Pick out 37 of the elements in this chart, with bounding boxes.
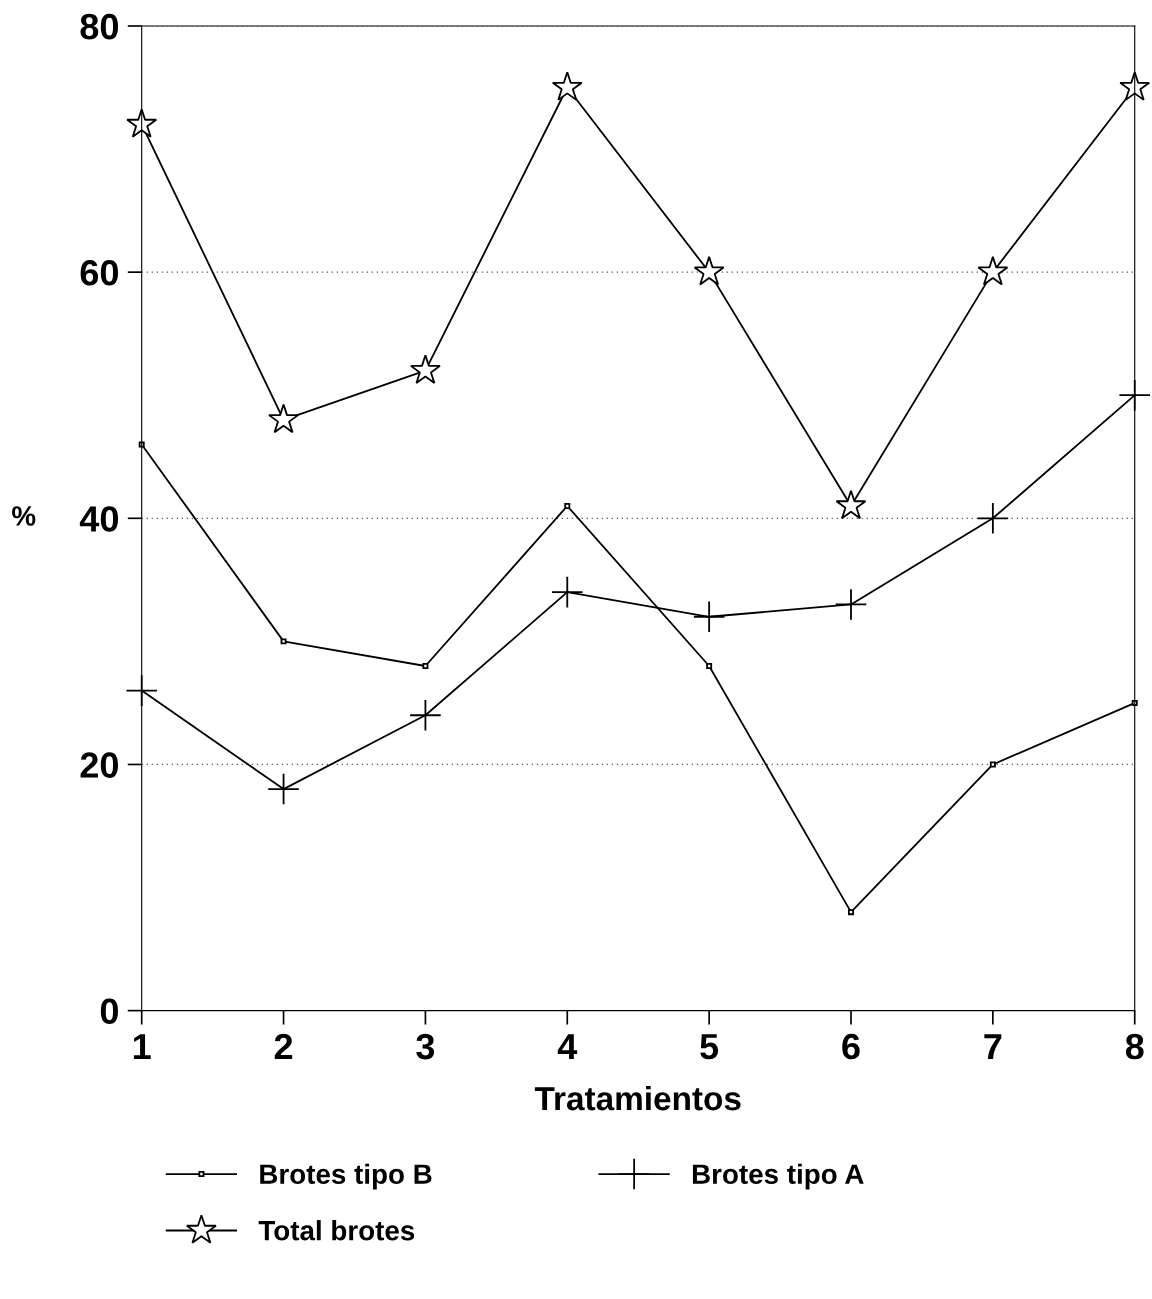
x-tick-label: 6 xyxy=(842,1033,860,1060)
point xyxy=(706,663,713,669)
point xyxy=(564,503,571,509)
point xyxy=(138,441,145,448)
point xyxy=(977,255,1009,286)
point xyxy=(976,502,1010,535)
point xyxy=(1119,71,1151,101)
y-tick-label: 60 xyxy=(80,260,118,286)
point xyxy=(280,638,287,645)
point xyxy=(835,489,867,520)
point xyxy=(126,108,158,138)
legend-label: Brotes tipo A xyxy=(692,1163,864,1190)
x-tick-label: 5 xyxy=(700,1034,719,1060)
x-tick-label: 4 xyxy=(557,1034,578,1060)
x-tick-label: 3 xyxy=(416,1033,435,1060)
point xyxy=(693,255,725,286)
point xyxy=(268,403,299,434)
y-axis-title: % xyxy=(12,506,36,526)
x-tick-label: 2 xyxy=(274,1033,293,1060)
point xyxy=(848,909,854,916)
x-tick-label: 1 xyxy=(133,1034,151,1060)
point xyxy=(1131,699,1138,706)
y-tick-label: 40 xyxy=(79,506,118,532)
x-tick-label: 7 xyxy=(984,1034,1002,1060)
point xyxy=(551,71,583,101)
y-tick-label: 80 xyxy=(80,13,118,40)
legend-label: Brotes tipo B xyxy=(260,1163,432,1190)
point xyxy=(422,663,429,669)
x-axis-title: Tratamientos xyxy=(534,1085,741,1111)
point xyxy=(409,354,441,384)
point xyxy=(692,600,726,633)
point xyxy=(551,575,584,609)
point xyxy=(989,761,996,768)
y-tick-label: 0 xyxy=(100,998,118,1025)
legend-label: Total brotes xyxy=(258,1220,415,1241)
y-tick-label: 20 xyxy=(80,752,118,778)
x-tick-label: 8 xyxy=(1125,1033,1144,1060)
